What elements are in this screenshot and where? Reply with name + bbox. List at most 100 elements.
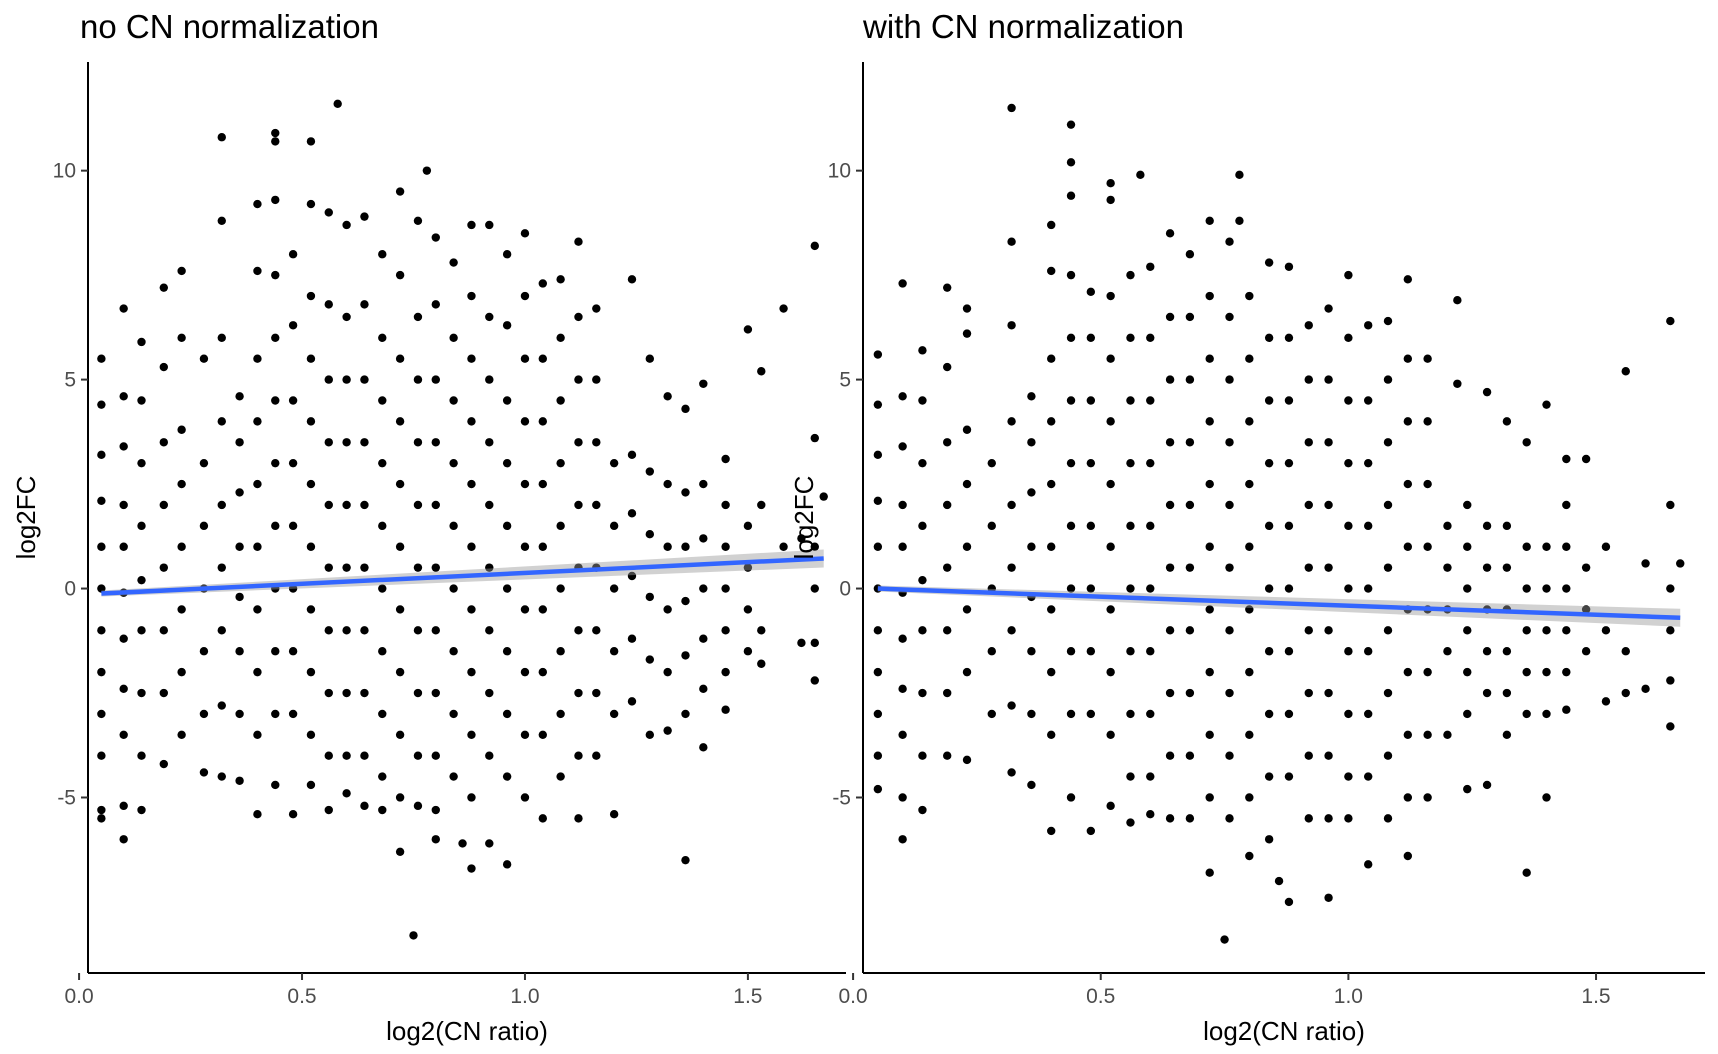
data-point: [159, 563, 168, 572]
data-point: [1383, 626, 1393, 635]
data-point: [1364, 772, 1373, 781]
data-point: [449, 396, 458, 405]
data-point: [1245, 479, 1254, 489]
data-point: [1264, 521, 1274, 531]
data-point: [1047, 667, 1056, 677]
data-point: [271, 195, 280, 205]
data-point: [721, 667, 730, 677]
data-point: [1304, 321, 1313, 330]
data-point: [556, 333, 565, 343]
data-point: [159, 500, 168, 510]
data-point: [119, 304, 128, 313]
data-point: [333, 99, 342, 108]
data-point: [1205, 667, 1214, 677]
data-point: [1324, 500, 1333, 510]
data-point: [1066, 158, 1076, 167]
data-point: [1463, 784, 1472, 794]
data-point: [1027, 647, 1036, 656]
data-point: [177, 667, 186, 677]
data-point: [1027, 709, 1036, 719]
data-point: [1324, 375, 1333, 384]
data-point: [413, 751, 423, 760]
data-point: [1542, 709, 1551, 719]
data-point: [288, 458, 298, 468]
data-point: [1185, 688, 1195, 698]
data-point: [199, 458, 209, 468]
data-point: [467, 605, 476, 614]
data-point: [943, 500, 952, 510]
data-point: [609, 458, 619, 468]
data-point: [779, 304, 788, 313]
data-point: [1264, 772, 1274, 781]
data-point: [1106, 479, 1115, 489]
data-point: [360, 801, 369, 811]
data-point: [1542, 584, 1551, 593]
data-point: [898, 500, 907, 510]
data-point: [898, 835, 907, 844]
data-point: [159, 688, 168, 698]
data-point: [413, 500, 423, 510]
data-point: [1522, 868, 1531, 877]
data-point: [1482, 521, 1492, 531]
data-point: [1146, 396, 1155, 405]
data-point: [1225, 626, 1234, 635]
data-point: [431, 500, 440, 510]
data-point: [1641, 559, 1650, 568]
data-point: [1601, 542, 1611, 551]
data-point: [1205, 417, 1214, 426]
data-point: [467, 417, 476, 426]
data-point: [1066, 120, 1076, 129]
data-point: [485, 751, 494, 760]
x-tick-label: 0.5: [287, 985, 316, 1008]
data-point: [97, 751, 106, 760]
data-point: [1364, 584, 1373, 593]
x-tick-label: 0.5: [1086, 985, 1115, 1008]
data-point: [918, 458, 927, 468]
data-point: [1047, 417, 1056, 426]
data-point: [342, 563, 351, 572]
data-point: [485, 375, 494, 384]
y-tick-label: -5: [832, 786, 851, 809]
data-point: [627, 697, 637, 706]
data-point: [1126, 709, 1135, 719]
data-point: [1047, 730, 1056, 740]
data-point: [681, 709, 690, 719]
data-point: [987, 521, 996, 531]
data-point: [1205, 868, 1214, 877]
data-point: [898, 542, 907, 551]
y-tick-label: 5: [64, 369, 76, 392]
data-point: [1304, 563, 1313, 572]
data-point: [378, 805, 387, 815]
data-point: [520, 354, 530, 363]
data-point: [520, 730, 530, 740]
data-point: [458, 839, 467, 848]
data-point: [574, 375, 583, 384]
data-point: [538, 479, 547, 489]
data-point: [1185, 438, 1195, 447]
data-point: [1146, 584, 1155, 593]
data-point: [918, 346, 927, 355]
data-point: [395, 847, 405, 857]
data-point: [97, 542, 106, 551]
data-point: [1284, 709, 1294, 719]
data-point: [1383, 688, 1393, 698]
data-point: [810, 584, 819, 593]
y-tick-label: 5: [839, 369, 851, 392]
data-point: [1641, 684, 1650, 694]
data-point: [137, 337, 146, 347]
data-point: [271, 521, 280, 531]
data-point: [873, 784, 883, 794]
data-point: [1324, 626, 1333, 635]
data-point: [721, 500, 730, 510]
data-point: [1562, 667, 1571, 677]
data-point: [1027, 488, 1036, 497]
data-point: [1126, 818, 1135, 827]
data-point: [1086, 396, 1096, 405]
data-point: [1562, 584, 1571, 593]
data-point: [413, 626, 423, 635]
data-point: [873, 667, 883, 677]
data-point: [413, 688, 423, 698]
data-point: [1423, 542, 1432, 551]
data-point: [1146, 458, 1155, 468]
data-point: [235, 542, 244, 551]
